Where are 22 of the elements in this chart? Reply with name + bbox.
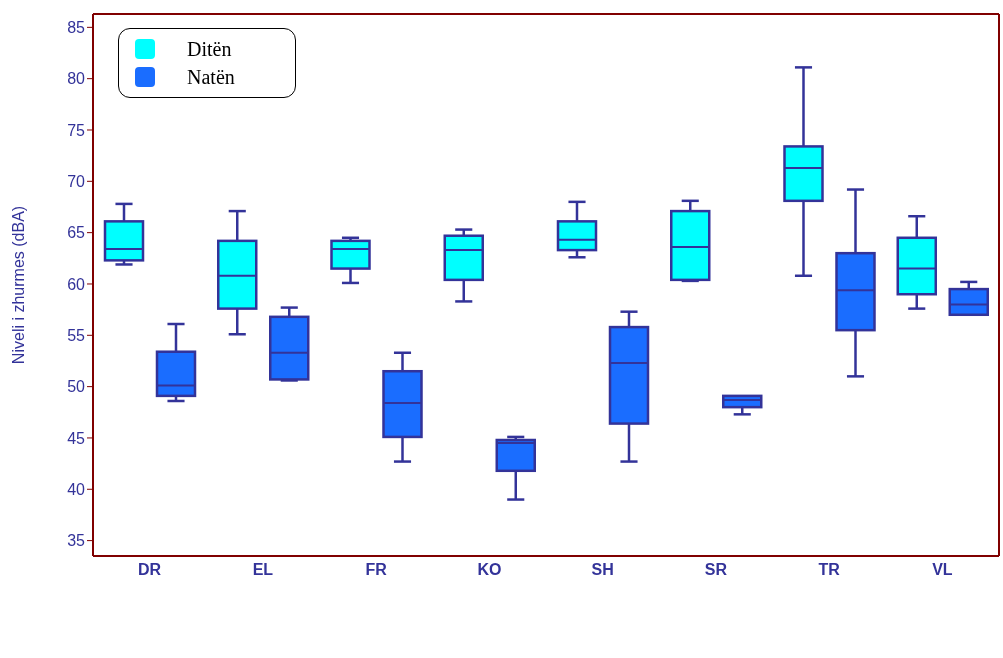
y-tick-label: 80 — [67, 70, 86, 88]
y-tick-label: 35 — [67, 532, 86, 550]
y-tick-label: 70 — [67, 173, 86, 190]
y-tick-label: 40 — [67, 480, 86, 498]
y-tick-label: 60 — [67, 275, 86, 293]
x-tick-label: TR — [818, 561, 841, 579]
legend-label: Natën — [187, 65, 235, 89]
x-tick-label: SR — [704, 561, 728, 579]
x-tick-label: DR — [138, 561, 162, 579]
y-tick-label: 85 — [67, 19, 86, 37]
y-tick-label: 50 — [67, 378, 86, 396]
x-tick-label: VL — [932, 561, 953, 579]
x-tick-label: EL — [252, 561, 274, 579]
y-tick-label: 45 — [67, 429, 86, 447]
x-tick-label: FR — [365, 561, 388, 579]
y-tick-label: 55 — [67, 326, 86, 344]
legend-label: Ditën — [187, 37, 232, 61]
x-tick-label: KO — [477, 561, 502, 579]
y-axis-title: Niveli i zhurmes (dBA) — [9, 205, 27, 365]
x-tick-label: SH — [591, 561, 614, 579]
y-tick-label: 75 — [67, 121, 86, 139]
y-tick-label: 65 — [67, 224, 86, 242]
